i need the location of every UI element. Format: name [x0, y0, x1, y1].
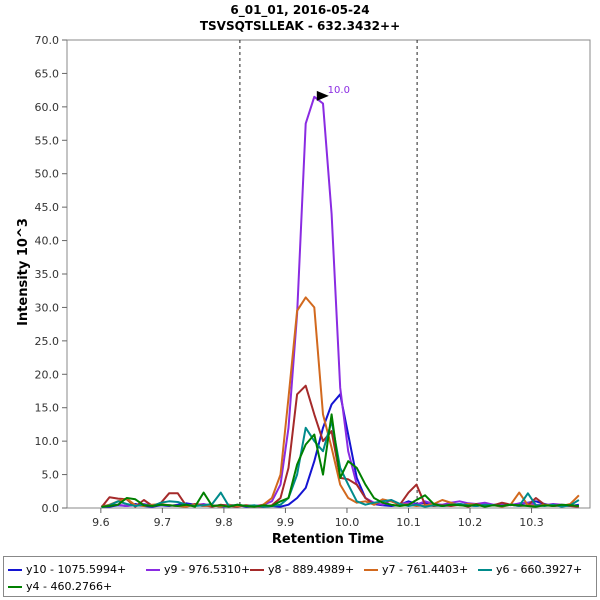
legend-swatch: [8, 585, 22, 588]
x-tick-label: 10.2: [458, 516, 483, 529]
peak-marker-icon: [316, 90, 329, 101]
legend-item: y9 - 976.5310+: [146, 563, 250, 576]
x-tick-label: 9.7: [154, 516, 172, 529]
x-tick-label: 9.6: [92, 516, 110, 529]
legend-swatch: [8, 568, 22, 571]
legend-label: y7 - 761.4403+: [382, 563, 469, 576]
y-tick-label: 70.0: [35, 34, 60, 47]
chart-subtitle: TSVSQTSLLEAK - 632.3432++: [200, 19, 400, 33]
legend-item: y6 - 660.3927+: [478, 563, 582, 576]
legend-label: y10 - 1075.5994+: [26, 563, 127, 576]
x-axis-label: Retention Time: [272, 532, 384, 547]
y-tick-label: 20.0: [35, 368, 60, 381]
legend-label: y9 - 976.5310+: [164, 563, 251, 576]
y-tick-label: 0.0: [42, 502, 60, 515]
y-tick-label: 55.0: [35, 134, 60, 147]
integration-bounds: [239, 40, 418, 508]
legend-label: y6 - 660.3927+: [496, 563, 583, 576]
legend: y10 - 1075.5994+ y9 - 976.5310+ y8 - 889.4…: [3, 556, 597, 597]
y-tick-label: 35.0: [35, 268, 60, 281]
peak-label: 10.0: [328, 85, 350, 96]
y-axis-label: Intensity 10^3: [16, 218, 31, 326]
legend-item: y4 - 460.2766+: [8, 580, 112, 593]
legend-swatch: [146, 568, 160, 571]
y-tick-label: 30.0: [35, 301, 60, 314]
legend-swatch: [250, 568, 264, 571]
chromatogram-chart: 6_01_01, 2016-05-24 TSVSQTSLLEAK - 632.3…: [16, 3, 591, 547]
x-tick-label: 10.3: [519, 516, 544, 529]
y-tick-label: 40.0: [35, 235, 60, 248]
y-axis: 0.0 5.0 10.0 15.0 20.0 25.0 30.0 35.0 40.0 45.0 50…: [35, 34, 67, 515]
y-tick-label: 10.0: [35, 435, 60, 448]
legend-item: y10 - 1075.5994+: [8, 563, 126, 576]
y-tick-label: 15.0: [35, 402, 60, 415]
legend-swatch: [478, 568, 492, 571]
y-tick-label: 50.0: [35, 168, 60, 181]
x-tick-label: 10.1: [396, 516, 421, 529]
legend-swatch: [364, 568, 378, 571]
x-axis: 9.6 9.7 9.8 9.9 10.0 10.1 10.2 10.3: [92, 508, 544, 529]
y-tick-label: 60.0: [35, 101, 60, 114]
y-tick-label: 65.0: [35, 67, 60, 80]
y-tick-label: 5.0: [42, 469, 60, 482]
series-lines: [100, 95, 580, 509]
y-tick-label: 45.0: [35, 201, 60, 214]
legend-label: y8 - 889.4989+: [268, 563, 355, 576]
x-tick-label: 9.9: [277, 516, 295, 529]
peak-annotation: 10.0: [316, 85, 350, 101]
series-line: [101, 413, 579, 508]
x-tick-label: 9.8: [215, 516, 233, 529]
legend-item: y8 - 889.4989+: [250, 563, 354, 576]
chart-title: 6_01_01, 2016-05-24: [230, 3, 369, 18]
legend-label: y4 - 460.2766+: [26, 580, 113, 593]
x-tick-label: 10.0: [335, 516, 360, 529]
y-tick-label: 25.0: [35, 335, 60, 348]
legend-item: y7 - 761.4403+: [364, 563, 468, 576]
